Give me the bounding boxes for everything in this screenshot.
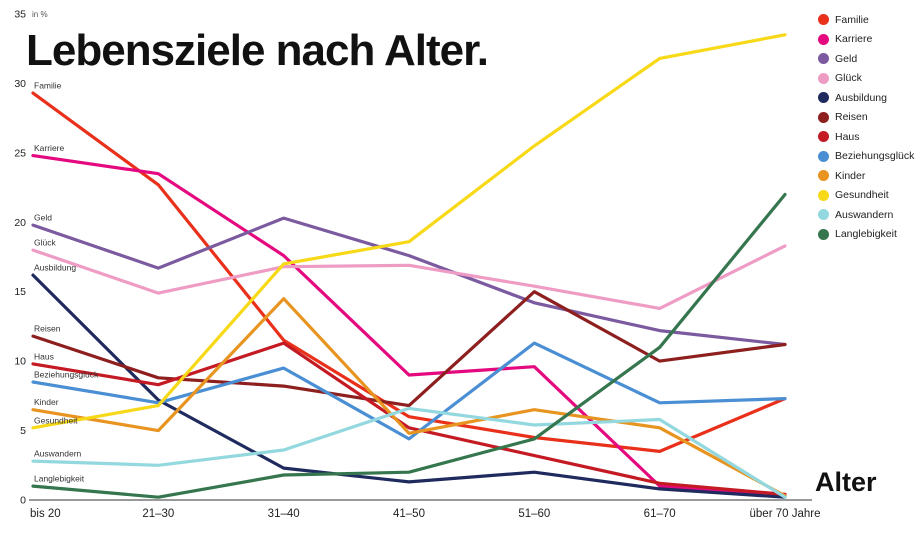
y-axis-tick-label: 35	[14, 9, 26, 21]
y-axis-tick-label: 0	[20, 495, 26, 507]
series-start-label: Kinder	[34, 397, 59, 407]
series-line-gesundheit	[31, 33, 787, 430]
series-line-beziehungsglck	[31, 341, 787, 441]
x-axis-category-label: 51–60	[518, 508, 550, 520]
legend-color-dot	[818, 209, 829, 221]
series-start-label: Karriere	[34, 143, 65, 153]
legend-label: Kinder	[835, 169, 866, 182]
y-axis-tick-label: 25	[14, 147, 26, 159]
legend-color-dot	[818, 111, 829, 123]
legend-label: Ausbildung	[835, 91, 887, 104]
legend-item: Beziehungsglück	[818, 147, 915, 167]
series-start-label: Familie	[34, 81, 62, 91]
x-axis-category-label: 41–50	[393, 508, 425, 520]
legend-label: Beziehungsglück	[835, 150, 915, 163]
x-axis-category-label: bis 20	[30, 508, 61, 520]
legend-color-dot	[818, 33, 829, 45]
series-line-glck	[31, 244, 787, 310]
series-line-kinder	[31, 297, 787, 498]
legend-item: Langlebigkeit	[818, 225, 913, 245]
x-axis-category-label: 61–70	[644, 508, 676, 520]
y-axis-tick-label: 20	[14, 217, 26, 229]
chart-title: Lebensziele nach Alter.	[26, 26, 489, 75]
legend-item: Gesundheit	[818, 186, 913, 206]
y-axis-tick-label: 5	[20, 425, 26, 437]
legend-label: Auswandern	[835, 208, 894, 221]
series-start-label: Reisen	[34, 324, 61, 334]
series-start-label: Langlebigkeit	[34, 474, 85, 484]
legend-color-dot	[818, 53, 829, 65]
series-line-auswandern	[31, 406, 787, 499]
legend-item: Kinder	[818, 166, 913, 186]
series-start-label: Geld	[34, 213, 52, 223]
legend-color-dot	[818, 92, 829, 104]
series-line-karriere	[31, 154, 787, 498]
y-axis-tick-label: 30	[14, 78, 26, 90]
legend-item: Reisen	[818, 108, 913, 128]
legend-item: Haus	[818, 127, 913, 147]
legend-label: Glück	[835, 72, 862, 85]
series-start-label: Auswandern	[34, 449, 82, 459]
y-axis-tick-label: 15	[14, 286, 26, 298]
series-line-familie	[31, 91, 787, 453]
legend-color-dot	[818, 170, 829, 182]
series-start-label: Gesundheit	[34, 415, 78, 425]
legend-color-dot	[818, 131, 829, 143]
legend-item: Familie	[818, 10, 913, 30]
series-start-label: Beziehungsglück	[34, 369, 99, 379]
legend-label: Reisen	[835, 111, 868, 124]
x-axis-label: Alter	[815, 467, 877, 497]
legend-color-dot	[818, 150, 829, 162]
y-axis-tick-label: 10	[14, 356, 26, 368]
series-line-haus	[31, 341, 787, 496]
y-axis-unit-label: in %	[32, 10, 48, 19]
x-axis-category-label: 21–30	[142, 508, 174, 520]
legend-item: Geld	[818, 49, 913, 69]
series-start-label: Ausbildung	[34, 263, 76, 273]
legend-item: Glück	[818, 69, 913, 89]
x-axis-category-label: über 70 Jahre	[750, 508, 821, 520]
legend-color-dot	[818, 189, 829, 201]
legend-item: Ausbildung	[818, 88, 913, 108]
series-line-ausbildung	[31, 273, 787, 499]
legend-item: Auswandern	[818, 205, 913, 225]
legend-label: Geld	[835, 52, 858, 65]
series-line-langlebigkeit	[31, 192, 787, 499]
series-line-geld	[31, 216, 787, 347]
series-line-reisen	[31, 290, 787, 408]
legend-label: Langlebigkeit	[835, 228, 897, 241]
legend-label: Haus	[835, 130, 860, 143]
series-start-label: Glück	[34, 238, 56, 248]
legend-label: Familie	[835, 13, 869, 26]
legend-item: Karriere	[818, 30, 913, 50]
x-axis-category-label: 31–40	[268, 508, 300, 520]
legend-label: Gesundheit	[835, 189, 889, 202]
legend-label: Karriere	[835, 33, 873, 46]
legend-color-dot	[818, 72, 829, 84]
legend-color-dot	[818, 14, 829, 26]
legend-color-dot	[818, 228, 829, 240]
legend: Familie Karriere Geld Glück Ausbildung Reisen…	[818, 10, 915, 245]
series-start-label: Haus	[34, 351, 54, 361]
